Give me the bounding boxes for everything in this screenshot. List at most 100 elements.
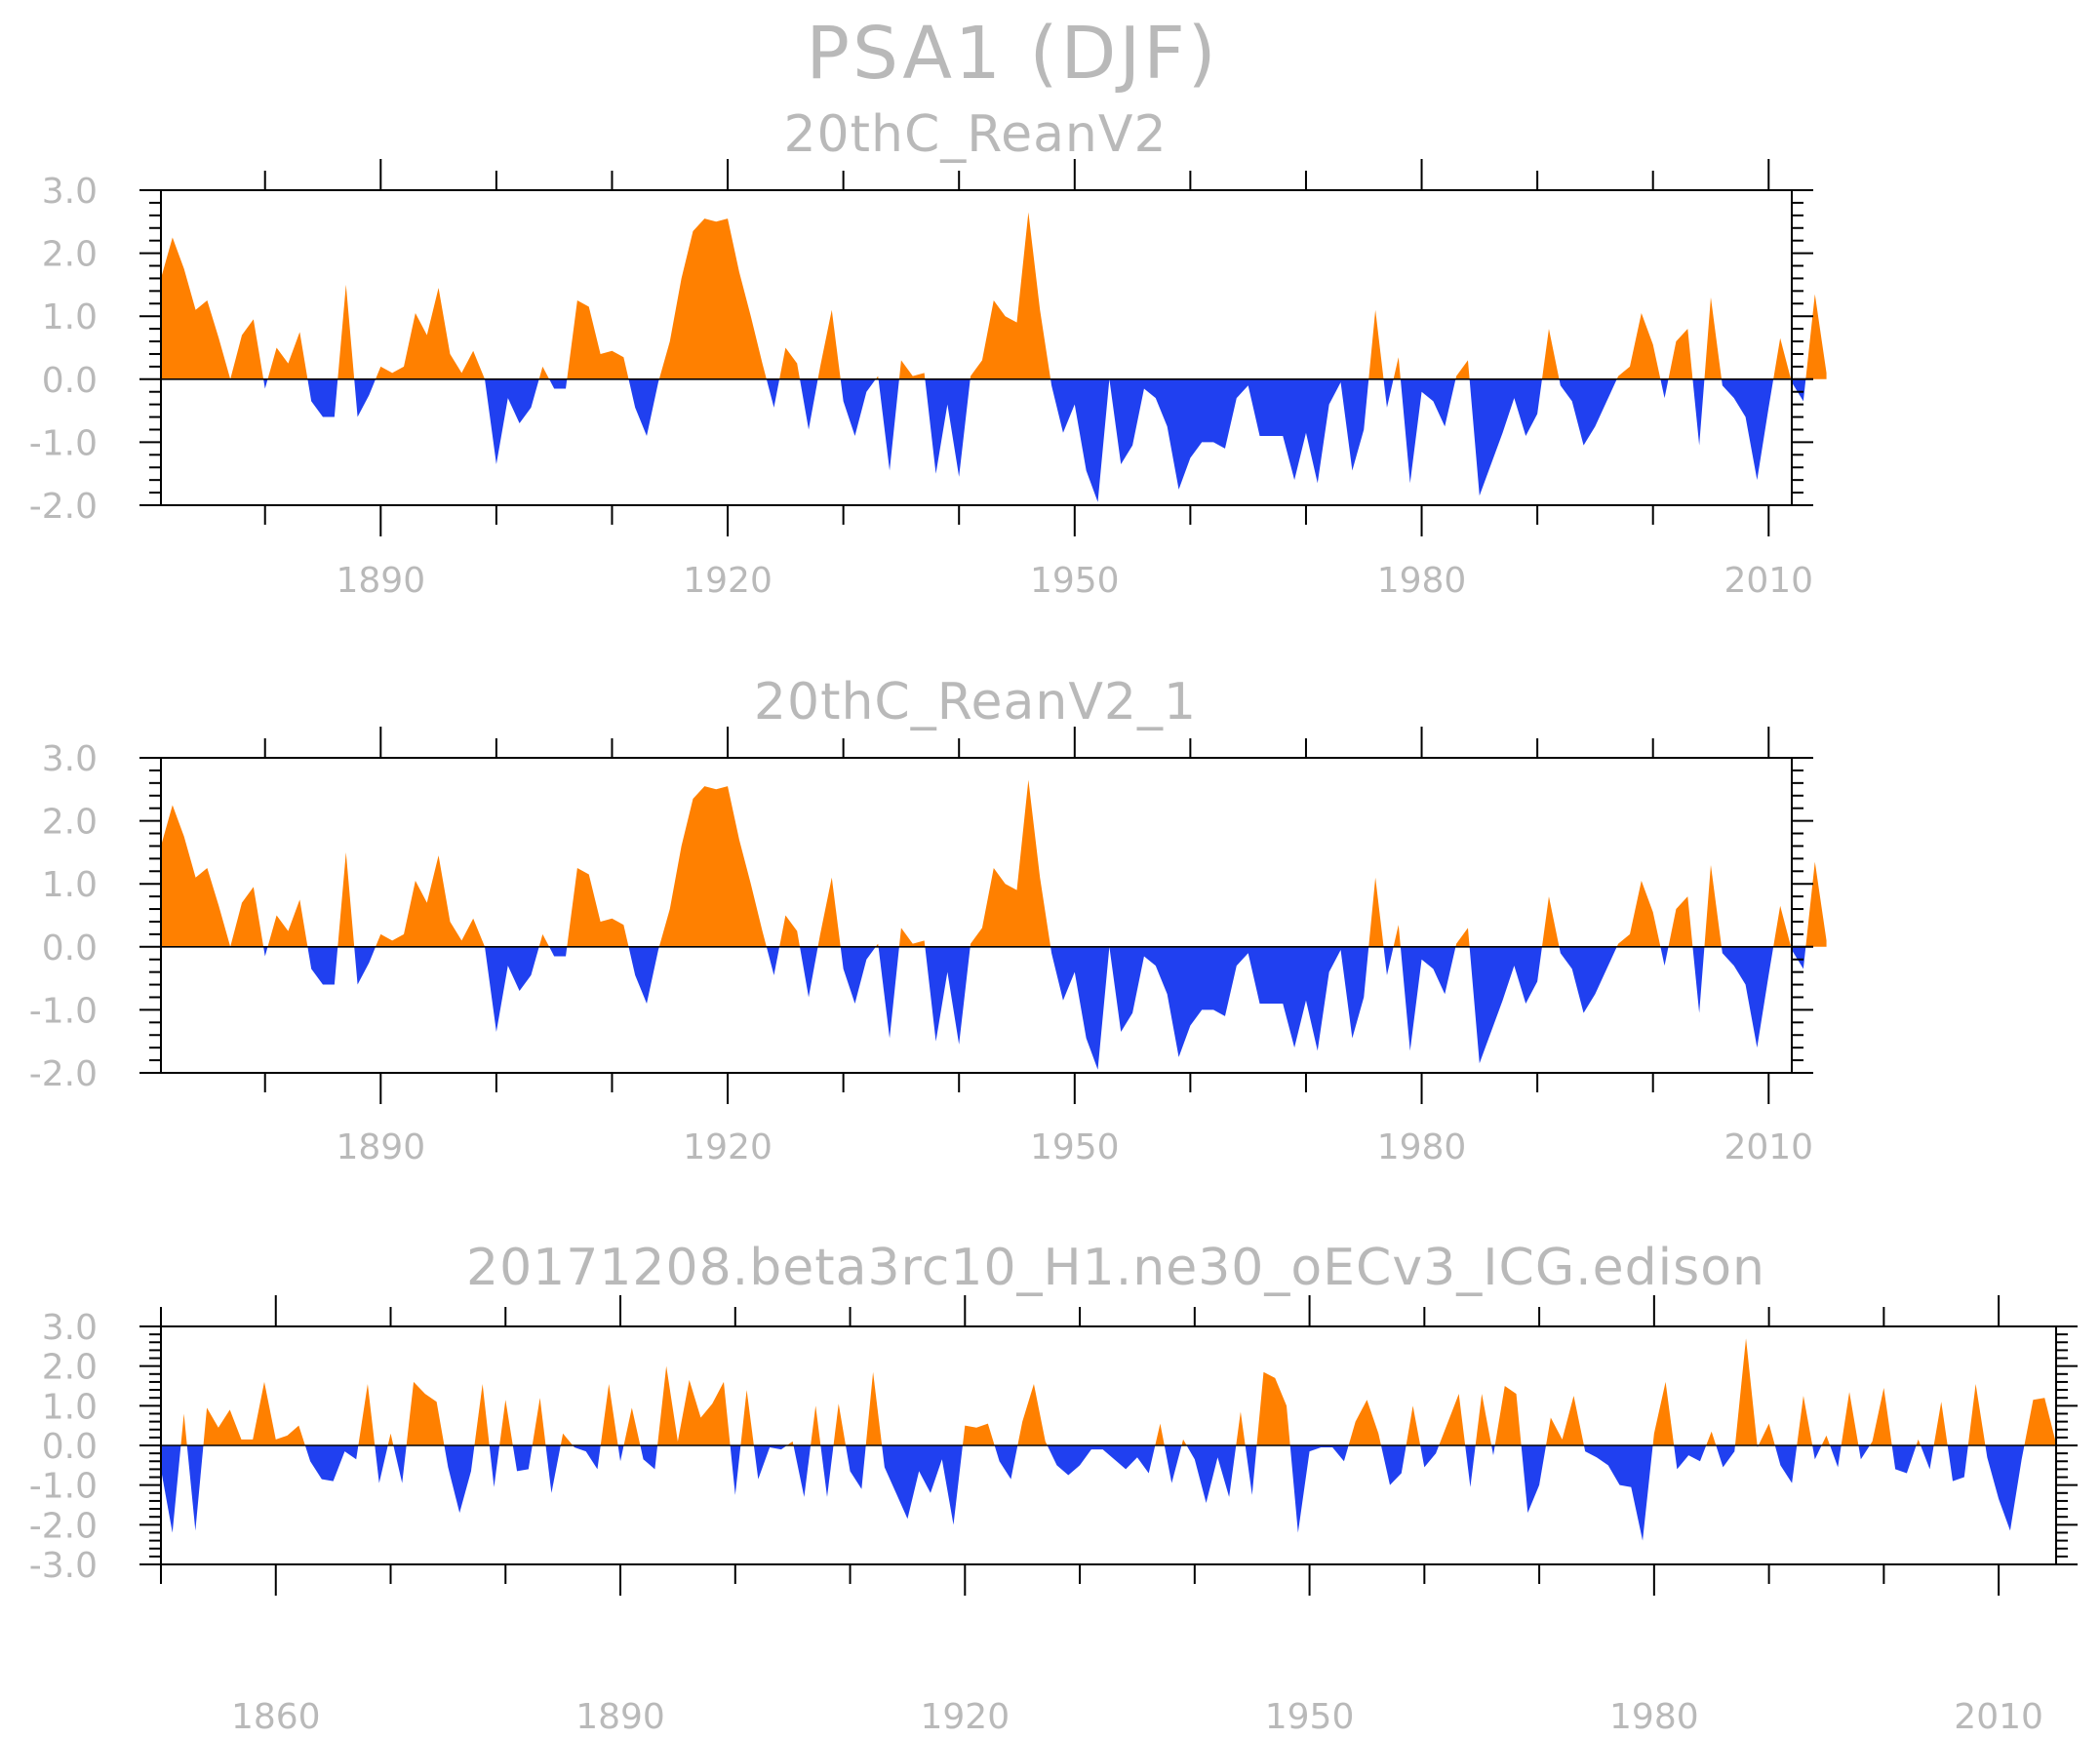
plot-frame <box>160 757 1793 1074</box>
negative-area-12 <box>628 378 659 436</box>
negative-area-8 <box>485 378 539 465</box>
negative-area-31 <box>1469 378 1542 496</box>
negative-area-52 <box>1465 1445 1476 1487</box>
negative-area-18 <box>840 946 876 1004</box>
positive-area-34 <box>1616 880 1661 947</box>
positive-area-30 <box>1455 360 1470 379</box>
x-tick-label: 1920 <box>683 1127 773 1167</box>
negative-area-78 <box>1947 1445 1968 1482</box>
positive-area-47 <box>1348 1400 1381 1445</box>
negative-area-18 <box>840 378 876 436</box>
panel-3-plot: 3.02.01.00.0-1.0-2.0-3.0 1860 1890 1920 1950… <box>29 1295 2078 1737</box>
negative-area-37 <box>1692 378 1705 446</box>
negative-area-27 <box>1383 946 1394 975</box>
positive-area-53 <box>1475 1394 1492 1445</box>
negative-area-68 <box>1812 1445 1822 1460</box>
negative-area-62 <box>1716 1445 1735 1468</box>
negative-area-6 <box>375 1445 388 1483</box>
negative-area-6 <box>354 378 376 417</box>
positive-area-55 <box>1494 1386 1522 1445</box>
y-tick-label: -1.0 <box>29 991 98 1031</box>
negative-area-35 <box>1660 946 1669 967</box>
negative-area-2 <box>263 378 268 389</box>
positive-area-40 <box>1773 905 1792 947</box>
y-tick-label: -1.0 <box>29 1467 98 1507</box>
negative-area-4 <box>307 946 338 985</box>
negative-area-37 <box>1692 946 1705 1013</box>
negative-area-10 <box>549 946 568 957</box>
x-tick-label: 2010 <box>1724 561 1813 601</box>
positive-area-15 <box>532 1398 546 1445</box>
negative-area-16 <box>800 378 818 430</box>
negative-area-10 <box>549 378 568 389</box>
positive-area-25 <box>740 1390 754 1445</box>
negative-area-50 <box>1420 1445 1440 1468</box>
negative-area-12 <box>628 946 659 1004</box>
positive-area-7 <box>376 855 486 947</box>
negative-area-80 <box>1985 1445 2025 1531</box>
negative-area-27 <box>1383 378 1394 408</box>
x-tick-label: 1950 <box>1265 1697 1355 1737</box>
positive-area-15 <box>779 915 801 947</box>
negative-area-24 <box>1050 946 1110 1070</box>
negative-area-56 <box>1521 1445 1547 1514</box>
x-tick-label: 1950 <box>1030 561 1120 601</box>
x-tick-label: 2010 <box>1954 1697 2043 1737</box>
positive-area-5 <box>358 1383 376 1445</box>
positive-area-81 <box>2024 1398 2056 1445</box>
negative-area-8 <box>393 1445 407 1483</box>
positive-area-27 <box>786 1441 794 1445</box>
negative-area-34 <box>882 1445 963 1525</box>
positive-area-79 <box>1967 1383 1986 1445</box>
negative-area-25 <box>1109 946 1369 1057</box>
positive-area-13 <box>499 1400 513 1445</box>
y-tick-label: 0.0 <box>42 1427 98 1467</box>
negative-area-16 <box>800 946 818 998</box>
positive-area-13 <box>658 218 767 379</box>
negative-area-10 <box>444 1445 475 1514</box>
x-tick-label: 2010 <box>1724 1127 1813 1167</box>
positive-area-28 <box>1393 925 1401 947</box>
positive-area-13 <box>658 786 767 947</box>
positive-area-67 <box>1797 1396 1813 1445</box>
positive-area-31 <box>833 1403 847 1445</box>
y-tick-label: 0.0 <box>42 361 98 401</box>
positive-area-11 <box>567 868 629 947</box>
positive-area-57 <box>1546 1396 1584 1445</box>
plot-frame <box>160 189 1793 506</box>
positive-area-28 <box>1393 357 1401 379</box>
positive-area-42 <box>1805 294 1827 379</box>
positive-area-26 <box>1368 309 1384 379</box>
positive-area-9 <box>538 366 550 379</box>
y-tick-label: 1.0 <box>42 1387 98 1427</box>
positive-area-23 <box>970 212 1051 379</box>
negative-area-26 <box>753 1445 787 1480</box>
negative-area-0 <box>161 1445 181 1533</box>
negative-area-29 <box>1400 378 1456 484</box>
panel-1-title: 20thC_ReanV2 <box>783 105 1167 164</box>
y-tick-label: 1.0 <box>42 297 98 337</box>
negative-area-76 <box>1921 1445 1934 1470</box>
negative-area-18 <box>573 1445 601 1470</box>
y-tick-label: 2.0 <box>42 235 98 275</box>
negative-area-33 <box>1559 946 1617 1013</box>
positive-area-75 <box>1916 1439 1922 1445</box>
positive-area-30 <box>1455 928 1470 947</box>
negative-area-25 <box>1109 378 1369 490</box>
panel-2-title: 20thC_ReanV2_1 <box>754 673 1197 731</box>
y-tick-label: 3.0 <box>42 739 98 779</box>
positive-area-3 <box>267 899 308 947</box>
x-tick-label: 1860 <box>231 1697 321 1737</box>
positive-area-43 <box>1236 1411 1246 1445</box>
negative-area-44 <box>1245 1445 1257 1495</box>
positive-area-5 <box>337 851 355 947</box>
positive-area-36 <box>1668 896 1693 947</box>
y-tick-label: 2.0 <box>42 803 98 843</box>
positive-area-36 <box>1668 329 1693 379</box>
positive-area-3 <box>267 332 308 379</box>
positive-area-42 <box>1805 861 1827 947</box>
positive-area-63 <box>1734 1338 1758 1445</box>
positive-area-59 <box>1652 1381 1675 1445</box>
positive-area-51 <box>1439 1394 1466 1445</box>
positive-area-19 <box>600 1383 618 1445</box>
